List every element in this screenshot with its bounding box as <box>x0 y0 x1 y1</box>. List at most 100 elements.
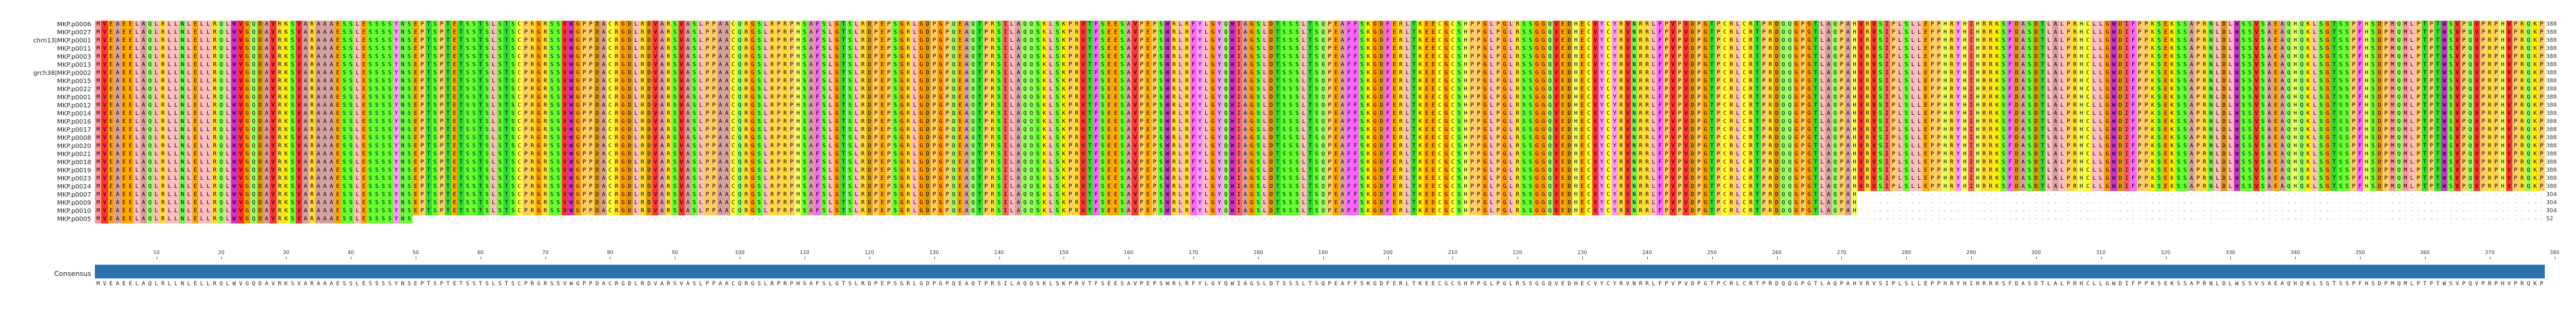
residue: P <box>2143 53 2149 61</box>
sequence-name[interactable]: grch38|MKP.p0002 <box>0 69 94 77</box>
residue: W <box>1164 29 1170 37</box>
residue: L <box>1508 45 1514 53</box>
sequence-name[interactable]: MKP.p0006 <box>0 21 94 29</box>
residue: L <box>1508 86 1514 94</box>
residue: K <box>2532 102 2538 110</box>
residue: F <box>1384 110 1391 118</box>
residue: S <box>290 45 296 53</box>
residue: C <box>1436 53 1442 61</box>
residue: K <box>1417 94 1423 102</box>
residue: L <box>2214 94 2220 102</box>
residue: S <box>2447 53 2454 61</box>
sequence-name[interactable]: MKP.p0009 <box>0 199 94 207</box>
residue: S <box>2182 21 2188 29</box>
residue: K <box>2150 69 2156 77</box>
residue: E <box>127 94 134 102</box>
residue: V <box>2474 69 2480 77</box>
residue: C <box>1436 69 1442 77</box>
residue: M <box>2389 53 2396 61</box>
sequence-name[interactable]: MKP.p0014 <box>0 110 94 118</box>
residue: H <box>1462 37 1469 45</box>
residue: P <box>1890 102 1896 110</box>
sequence-name[interactable]: MKP.p0021 <box>0 150 94 159</box>
residue: E <box>879 21 885 29</box>
residue: R <box>529 102 536 110</box>
residue: S <box>373 69 380 77</box>
sequence-name[interactable]: MKP.p0018 <box>0 159 94 167</box>
residue: L <box>827 77 833 86</box>
sequence-name[interactable]: MKP.p0016 <box>0 118 94 126</box>
residue: S <box>471 110 477 118</box>
residue: S <box>2240 21 2246 29</box>
residue: N <box>399 86 406 94</box>
residue: G <box>2324 61 2331 69</box>
residue: A <box>321 110 328 118</box>
residue: S <box>2240 69 2246 77</box>
residue: G <box>1534 94 1540 102</box>
residue: P <box>1476 45 1482 53</box>
residue: C <box>1721 110 1728 118</box>
residue: E <box>1579 37 1585 45</box>
residue: P <box>873 77 879 86</box>
residue: W <box>2441 77 2447 86</box>
residue: V <box>1592 94 1599 102</box>
residue: T <box>2422 29 2428 37</box>
sequence-name[interactable]: MKP.p0005 <box>0 215 94 223</box>
residue: E <box>451 37 458 45</box>
residue: D <box>866 86 873 94</box>
sequence-name[interactable]: MKP.p0003 <box>0 53 94 61</box>
residue: E <box>335 77 341 86</box>
sequence-name[interactable]: MKP.p0024 <box>0 183 94 191</box>
residue: A <box>328 53 335 61</box>
sequence-name[interactable]: MKP.p0017 <box>0 126 94 134</box>
residue: G <box>1482 102 1488 110</box>
residue: P <box>2428 94 2434 102</box>
residue: R <box>2487 102 2493 110</box>
sequence-name[interactable]: MKP.p0023 <box>0 175 94 183</box>
residue: A <box>2052 86 2059 94</box>
sequence-name[interactable]: MKP.p0012 <box>0 102 94 110</box>
residue: S <box>471 86 477 94</box>
residue: E <box>121 45 127 53</box>
sequence-name[interactable]: MKP.p0007 <box>0 191 94 199</box>
residue: L <box>1404 37 1410 45</box>
residue: R <box>1644 86 1650 94</box>
sequence-name[interactable]: MKP.p0015 <box>0 77 94 86</box>
residue: H <box>2499 94 2505 102</box>
residue: R <box>1728 77 1735 86</box>
residue: L <box>1488 110 1494 118</box>
sequence-name[interactable]: MKP.p0013 <box>0 61 94 69</box>
residue: S <box>2246 94 2253 102</box>
residue: H <box>2292 77 2298 86</box>
residue: T <box>1754 61 1760 69</box>
residue: Q <box>2286 69 2292 77</box>
sequence-name[interactable]: MKP.p0020 <box>0 142 94 150</box>
sequence-name[interactable]: MKP.p0019 <box>0 167 94 175</box>
residue: R <box>1748 94 1754 102</box>
sequence-name[interactable]: MKP.p0027 <box>0 29 94 37</box>
sequence-name[interactable]: MKP.p0011 <box>0 45 94 53</box>
residue: P <box>1326 77 1333 86</box>
alignment-row[interactable]: MVEAEELAQLRLLNLELLRQLWVGQDAVRKSVARAAAESS… <box>95 110 2564 118</box>
sequence-name[interactable]: MKP.p0001 <box>0 94 94 102</box>
residue: S <box>1099 37 1105 45</box>
residue: D <box>1566 69 1572 77</box>
residue: V <box>1670 45 1676 53</box>
sequence-name[interactable]: MKP.p0008 <box>0 134 94 142</box>
sequence-name[interactable]: chrn13|MKP.p0001 <box>0 37 94 45</box>
residue: P <box>1696 45 1702 53</box>
sequence-name[interactable]: MKP.p0010 <box>0 207 94 215</box>
sequence-name[interactable]: MKP.p0022 <box>0 86 94 94</box>
residue: L <box>1177 110 1183 118</box>
